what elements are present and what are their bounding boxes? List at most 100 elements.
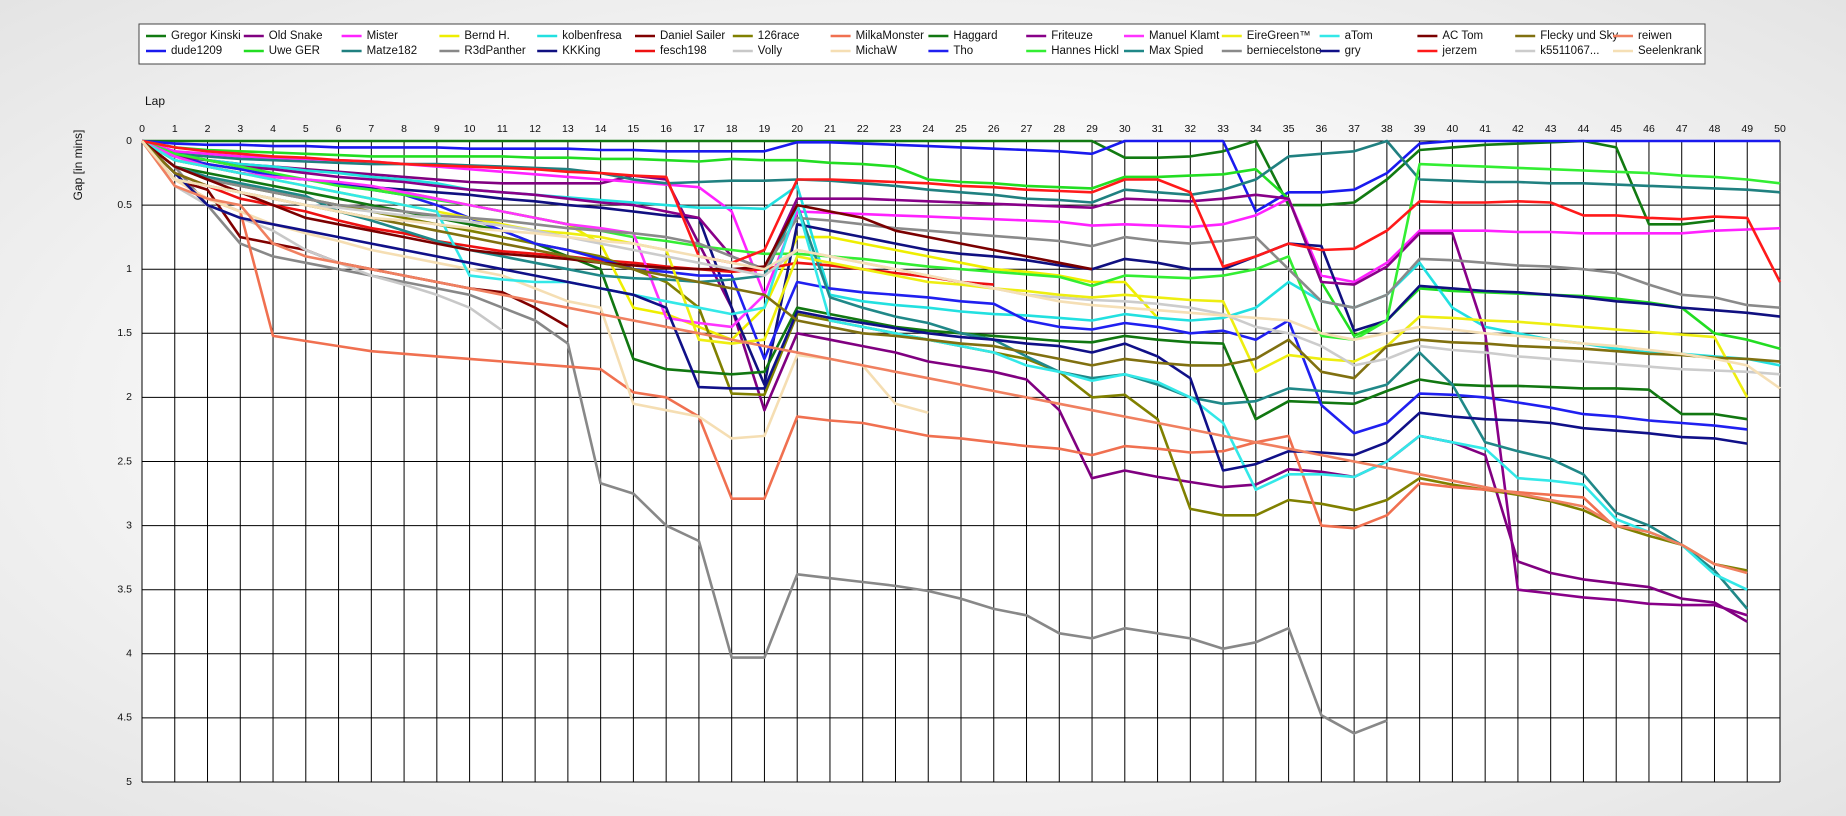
legend-label: Friteuze <box>1051 30 1093 42</box>
x-tick-label: 38 <box>1381 123 1393 135</box>
series-line <box>141 139 1093 271</box>
legend-label: Volly <box>758 45 783 57</box>
y-tick-label: 1 <box>126 263 132 275</box>
y-tick-label: 0.5 <box>117 199 132 211</box>
x-tick-label: 35 <box>1283 123 1295 135</box>
legend-label: Uwe GER <box>269 45 320 57</box>
x-tick-label: 47 <box>1676 123 1688 135</box>
legend-label: Matze182 <box>367 45 418 57</box>
x-tick-label: 4 <box>270 123 276 135</box>
legend-label: Flecky und Sky <box>1540 30 1618 42</box>
x-tick-label: 42 <box>1512 123 1524 135</box>
x-tick-label: 34 <box>1250 123 1262 135</box>
series-line <box>140 140 1748 575</box>
x-tick-label: 43 <box>1545 123 1557 135</box>
x-tick-label: 15 <box>628 123 640 135</box>
legend-label: dude1209 <box>171 45 222 57</box>
legend-label: Hannes Hickl <box>1051 45 1119 57</box>
series-line <box>141 140 1618 530</box>
x-tick-label: 9 <box>434 123 440 135</box>
legend-label: Gregor Kinski <box>171 30 241 42</box>
legend-label: Daniel Sailer <box>660 30 725 42</box>
y-tick-label: 3.5 <box>117 583 132 595</box>
x-tick-label: 3 <box>237 123 243 135</box>
series-line <box>141 139 1781 309</box>
series-line <box>141 139 1749 610</box>
legend-label: gry <box>1345 45 1361 57</box>
x-tick-label: 22 <box>857 123 869 135</box>
x-tick-label: 41 <box>1479 123 1491 135</box>
x-tick-label: 11 <box>497 123 508 135</box>
x-axis-label: Lap <box>145 94 165 108</box>
legend-label: Manuel Klamt <box>1149 30 1220 42</box>
x-tick-label: 26 <box>988 123 1000 135</box>
x-tick-label: 19 <box>759 123 771 135</box>
series-line <box>141 139 1781 367</box>
legend-label: fesch198 <box>660 45 707 57</box>
legend-label: Mister <box>367 30 398 42</box>
x-tick-label: 25 <box>955 123 967 135</box>
legend-label: reiwen <box>1638 30 1672 42</box>
legend-label: berniecelstone <box>1247 45 1322 57</box>
y-axis-label: Gap [in mins] <box>71 130 85 201</box>
series-line <box>141 139 1782 283</box>
x-tick-label: 7 <box>368 123 374 135</box>
legend-label: R3dPanther <box>464 45 526 57</box>
legend-label: k5511067... <box>1540 45 1599 57</box>
series-line <box>141 140 1781 380</box>
series-line <box>141 139 1780 213</box>
y-tick-label: 0 <box>126 135 132 147</box>
x-tick-label: 13 <box>562 123 574 135</box>
x-tick-label: 45 <box>1610 123 1622 135</box>
legend-label: Seelenkrank <box>1638 45 1702 57</box>
legend-label: Max Spied <box>1149 45 1203 57</box>
legend-label: kolbenfresa <box>562 30 622 42</box>
x-tick-label: 33 <box>1217 123 1229 135</box>
x-tick-label: 29 <box>1086 123 1098 135</box>
x-tick-label: 27 <box>1021 123 1033 135</box>
y-tick-label: 5 <box>126 776 132 788</box>
series-line <box>141 140 1781 390</box>
x-tick-label: 0 <box>139 123 145 135</box>
x-tick-label: 31 <box>1152 123 1164 135</box>
series-line <box>141 140 1748 472</box>
series-line <box>141 139 1748 617</box>
legend-label: Haggard <box>953 30 997 42</box>
x-tick-label: 28 <box>1053 123 1065 135</box>
x-tick-label: 49 <box>1741 123 1753 135</box>
x-tick-label: 5 <box>303 123 309 135</box>
series-line <box>141 139 1781 341</box>
legend-label: Tho <box>953 45 973 57</box>
series-line <box>141 139 1781 386</box>
x-tick-label: 12 <box>529 123 541 135</box>
legend-label: Bernd H. <box>464 30 509 42</box>
x-tick-label: 16 <box>660 123 672 135</box>
y-tick-label: 4 <box>126 648 132 660</box>
x-tick-label: 2 <box>205 123 211 135</box>
legend-label: EireGreen™ <box>1247 30 1311 42</box>
x-tick-label: 6 <box>336 123 342 135</box>
x-tick-label: 24 <box>922 123 934 135</box>
y-tick-label: 3 <box>126 519 132 531</box>
x-tick-label: 23 <box>890 123 902 135</box>
x-tick-label: 18 <box>726 123 738 135</box>
x-tick-label: 40 <box>1447 123 1459 135</box>
x-tick-label: 50 <box>1774 123 1786 135</box>
y-tick-label: 2 <box>126 391 132 403</box>
legend-label: 126race <box>758 30 800 42</box>
x-tick-label: 17 <box>693 123 705 135</box>
x-tick-label: 36 <box>1316 123 1328 135</box>
legend-label: jerzem <box>1441 45 1477 57</box>
legend-box <box>138 23 1706 65</box>
legend-label: MilkaMonster <box>856 30 925 42</box>
y-tick-label: 1.5 <box>117 327 132 339</box>
x-tick-label: 20 <box>791 123 803 135</box>
x-tick-label: 39 <box>1414 123 1426 135</box>
series-line <box>141 139 1388 735</box>
x-tick-label: 14 <box>595 123 607 135</box>
x-tick-label: 10 <box>464 123 476 135</box>
x-tick-label: 46 <box>1643 123 1655 135</box>
legend-label: KKKing <box>562 45 600 57</box>
y-tick-label: 4.5 <box>117 712 132 724</box>
